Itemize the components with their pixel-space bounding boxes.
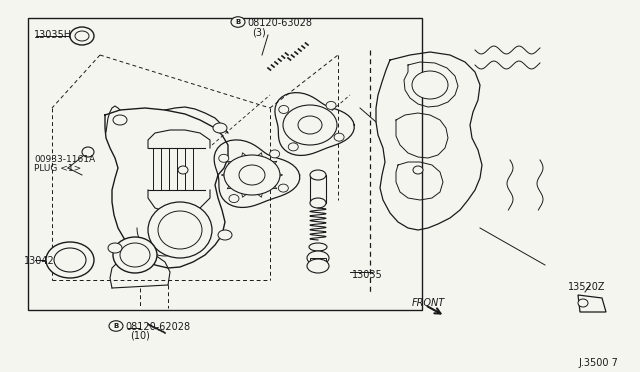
Text: (10): (10) <box>130 331 150 341</box>
Ellipse shape <box>326 102 336 109</box>
Text: FRONT: FRONT <box>412 298 445 308</box>
Ellipse shape <box>307 251 329 265</box>
Ellipse shape <box>120 243 150 267</box>
Text: 08120-63028: 08120-63028 <box>247 18 312 28</box>
Ellipse shape <box>278 184 289 192</box>
Text: B: B <box>236 19 241 25</box>
Ellipse shape <box>218 230 232 240</box>
Ellipse shape <box>412 71 448 99</box>
Ellipse shape <box>219 154 228 162</box>
Ellipse shape <box>279 106 289 113</box>
Ellipse shape <box>288 143 298 151</box>
Text: 13035: 13035 <box>352 270 383 280</box>
Ellipse shape <box>298 116 322 134</box>
Ellipse shape <box>75 31 89 41</box>
Ellipse shape <box>310 170 326 180</box>
Ellipse shape <box>113 237 157 273</box>
Text: PLUG <1>: PLUG <1> <box>34 164 81 173</box>
Ellipse shape <box>413 166 423 174</box>
Text: 13035H: 13035H <box>34 30 72 40</box>
Ellipse shape <box>309 243 327 251</box>
Ellipse shape <box>283 105 337 145</box>
Text: J.3500 7: J.3500 7 <box>578 358 618 368</box>
Ellipse shape <box>148 202 212 258</box>
Ellipse shape <box>46 242 94 278</box>
Ellipse shape <box>334 133 344 141</box>
Polygon shape <box>578 295 606 312</box>
Ellipse shape <box>307 259 329 273</box>
Ellipse shape <box>231 17 245 27</box>
Ellipse shape <box>578 299 588 307</box>
Ellipse shape <box>109 321 123 331</box>
Text: (3): (3) <box>252 27 266 37</box>
Text: B: B <box>113 323 118 329</box>
Ellipse shape <box>70 27 94 45</box>
Ellipse shape <box>82 147 94 157</box>
Text: 13520Z: 13520Z <box>568 282 605 292</box>
Ellipse shape <box>178 166 188 174</box>
Bar <box>310 258 326 266</box>
Ellipse shape <box>229 195 239 203</box>
Ellipse shape <box>224 155 280 195</box>
Bar <box>310 175 326 203</box>
Ellipse shape <box>113 115 127 125</box>
Ellipse shape <box>158 211 202 249</box>
Ellipse shape <box>239 165 265 185</box>
Text: 13042: 13042 <box>24 256 55 266</box>
Text: 00933-1161A: 00933-1161A <box>34 155 95 164</box>
Ellipse shape <box>54 248 86 272</box>
Ellipse shape <box>310 198 326 208</box>
Text: 08120-62028: 08120-62028 <box>125 322 190 332</box>
Ellipse shape <box>269 150 280 158</box>
Ellipse shape <box>108 243 122 253</box>
Ellipse shape <box>213 123 227 133</box>
Bar <box>28 18 422 310</box>
